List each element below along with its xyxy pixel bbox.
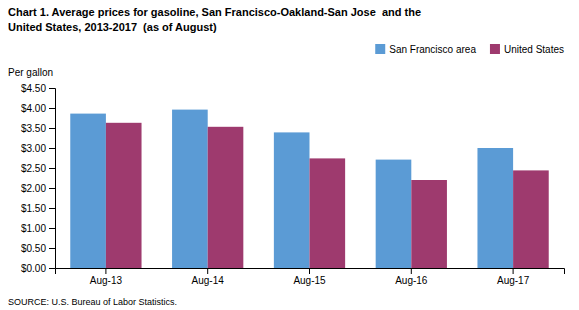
source-note: SOURCE: U.S. Bureau of Labor Statistics. — [8, 297, 177, 307]
x-tick-label: Aug-17 — [497, 275, 530, 286]
bar — [70, 114, 106, 268]
bar — [513, 170, 549, 268]
x-tick-label: Aug-13 — [90, 275, 123, 286]
y-tick: $0.00 — [21, 263, 55, 274]
y-tick-mark — [49, 168, 55, 169]
y-tick-label: $4.50 — [21, 83, 46, 94]
legend-item: San Francisco area — [375, 44, 476, 55]
y-tick-label: $2.50 — [21, 163, 46, 174]
bar — [208, 127, 244, 268]
bars — [70, 110, 548, 268]
chart: Chart 1. Average prices for gasoline, Sa… — [0, 0, 579, 310]
y-tick: $3.00 — [21, 143, 55, 154]
y-tick-mark — [49, 188, 55, 189]
y-tick-label: $0.00 — [21, 263, 46, 274]
series — [106, 123, 549, 268]
plot: $0.00 $0.50 $1.00 $1.50 $2.00 $2.50 $3.00 $3.50… — [21, 83, 565, 286]
x-tick: Aug-15 — [293, 268, 326, 286]
y-tick-mark — [49, 268, 55, 269]
bar — [477, 148, 513, 268]
x-tick-label: Aug-15 — [293, 275, 326, 286]
y-tick-label: $0.50 — [21, 243, 46, 254]
y-tick-mark — [49, 148, 55, 149]
y-tick-mark — [49, 88, 55, 89]
x-tick: Aug-13 — [90, 268, 123, 286]
x-tick-mark — [411, 268, 412, 274]
x-tick-mark — [309, 268, 310, 274]
y-tick-label: $4.00 — [21, 103, 46, 114]
y-tick-mark — [49, 108, 55, 109]
title-line: United States, 2013-2017 (as of August) — [8, 21, 217, 33]
y-tick-label: $2.00 — [21, 183, 46, 194]
bar — [106, 123, 142, 268]
legend-label: San Francisco area — [389, 44, 476, 55]
y-tick: $0.50 — [21, 243, 55, 254]
x-tick-mark — [105, 268, 106, 274]
y-tick-label: $3.00 — [21, 143, 46, 154]
y-tick-label: $1.00 — [21, 223, 46, 234]
legend-swatch — [490, 44, 500, 54]
bar — [376, 160, 412, 268]
y-tick: $2.00 — [21, 183, 55, 194]
series — [70, 110, 513, 268]
y-tick-mark — [49, 248, 55, 249]
x-tick-label: Aug-16 — [395, 275, 428, 286]
y-axis: $0.00 $0.50 $1.00 $1.50 $2.00 $2.50 $3.00 $3.50… — [21, 83, 56, 274]
bar — [274, 132, 310, 268]
bar — [172, 110, 208, 268]
x-tick-label: Aug-14 — [192, 275, 225, 286]
y-tick-mark — [49, 208, 55, 209]
title: Chart 1. Average prices for gasoline, Sa… — [8, 6, 421, 33]
y-tick: $1.50 — [21, 203, 55, 214]
x-tick: Aug-14 — [192, 268, 225, 286]
x-tick-mark — [207, 268, 208, 274]
legend-swatch — [375, 44, 385, 54]
x-tick: Aug-16 — [395, 268, 428, 286]
y-axis-label: Per gallon — [8, 67, 53, 78]
y-tick: $1.00 — [21, 223, 55, 234]
y-tick-mark — [49, 228, 55, 229]
title-line: Chart 1. Average prices for gasoline, Sa… — [8, 6, 421, 18]
y-axis-line — [49, 89, 56, 269]
legend-label: United States — [504, 44, 564, 55]
y-tick: $3.50 — [21, 123, 55, 134]
x-tick: Aug-17 — [497, 268, 530, 286]
bar — [411, 180, 447, 268]
y-tick-mark — [49, 128, 55, 129]
x-axis-line — [56, 269, 565, 275]
legend-item: United States — [490, 44, 564, 55]
y-tick-label: $1.50 — [21, 203, 46, 214]
legend: San Francisco area United States — [375, 44, 564, 55]
x-tick-mark — [513, 268, 514, 274]
y-tick: $4.00 — [21, 103, 55, 114]
y-tick-label: $3.50 — [21, 123, 46, 134]
y-tick: $4.50 — [21, 83, 55, 94]
y-tick: $2.50 — [21, 163, 55, 174]
x-axis: Aug-13 Aug-14 Aug-15 Aug-16 Aug-17 — [56, 268, 565, 286]
bar — [310, 158, 346, 268]
